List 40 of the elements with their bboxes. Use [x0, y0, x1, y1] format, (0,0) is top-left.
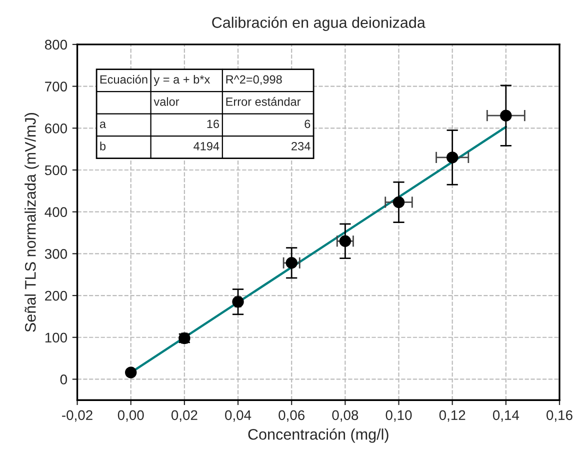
annotation: R^2=0,998	[226, 75, 282, 86]
annotation: Ecuación	[100, 74, 148, 84]
y-tick-label: 600	[45, 123, 68, 134]
point	[446, 152, 458, 164]
chart-title: Calibración en agua deionizada	[212, 16, 426, 31]
x-axis-title: Concentración (mg/l)	[248, 428, 388, 443]
x-tick-label: 0,14	[492, 410, 520, 422]
x-tick-label: 0,12	[439, 410, 466, 422]
annotation: 16	[207, 120, 220, 128]
point	[125, 366, 137, 378]
x-tick-label: -0,02	[62, 410, 92, 422]
y-tick-label: 700	[45, 82, 68, 92]
x-tick-label: 0,04	[225, 410, 252, 422]
x-tick-label: 0,16	[546, 410, 572, 422]
y-axis-title: Señal TLS normalizada (mV/mJ)	[24, 113, 39, 332]
y-tick-label: 100	[45, 332, 68, 343]
x-tick-label: 0,08	[332, 410, 358, 422]
annotation: a	[100, 122, 106, 128]
x-tick-label: 0,10	[386, 410, 412, 422]
point	[339, 235, 352, 247]
x-tick-label: 0,00	[118, 410, 144, 422]
x-tick-label: 0,06	[278, 410, 305, 422]
annotation: y = a + b*x	[154, 74, 210, 86]
annotation: 6	[304, 120, 310, 128]
annotation: Error estándar	[226, 97, 301, 106]
annotation: 234	[292, 142, 310, 150]
point	[392, 196, 405, 208]
y-tick-label: 500	[44, 165, 68, 176]
x-tick-label: 0,02	[171, 410, 198, 422]
annotation: valor	[154, 97, 180, 106]
point	[500, 110, 512, 122]
y-tick-label: 400	[44, 207, 68, 218]
annotation: 4194	[194, 142, 220, 150]
y-tick-label: 0	[60, 374, 68, 384]
y-tick-label: 200	[45, 290, 68, 301]
annotation: b	[100, 142, 106, 150]
point	[286, 257, 298, 269]
point	[232, 296, 244, 308]
y-tick-label: 800	[44, 40, 68, 50]
y-tick-label: 300	[44, 249, 68, 259]
